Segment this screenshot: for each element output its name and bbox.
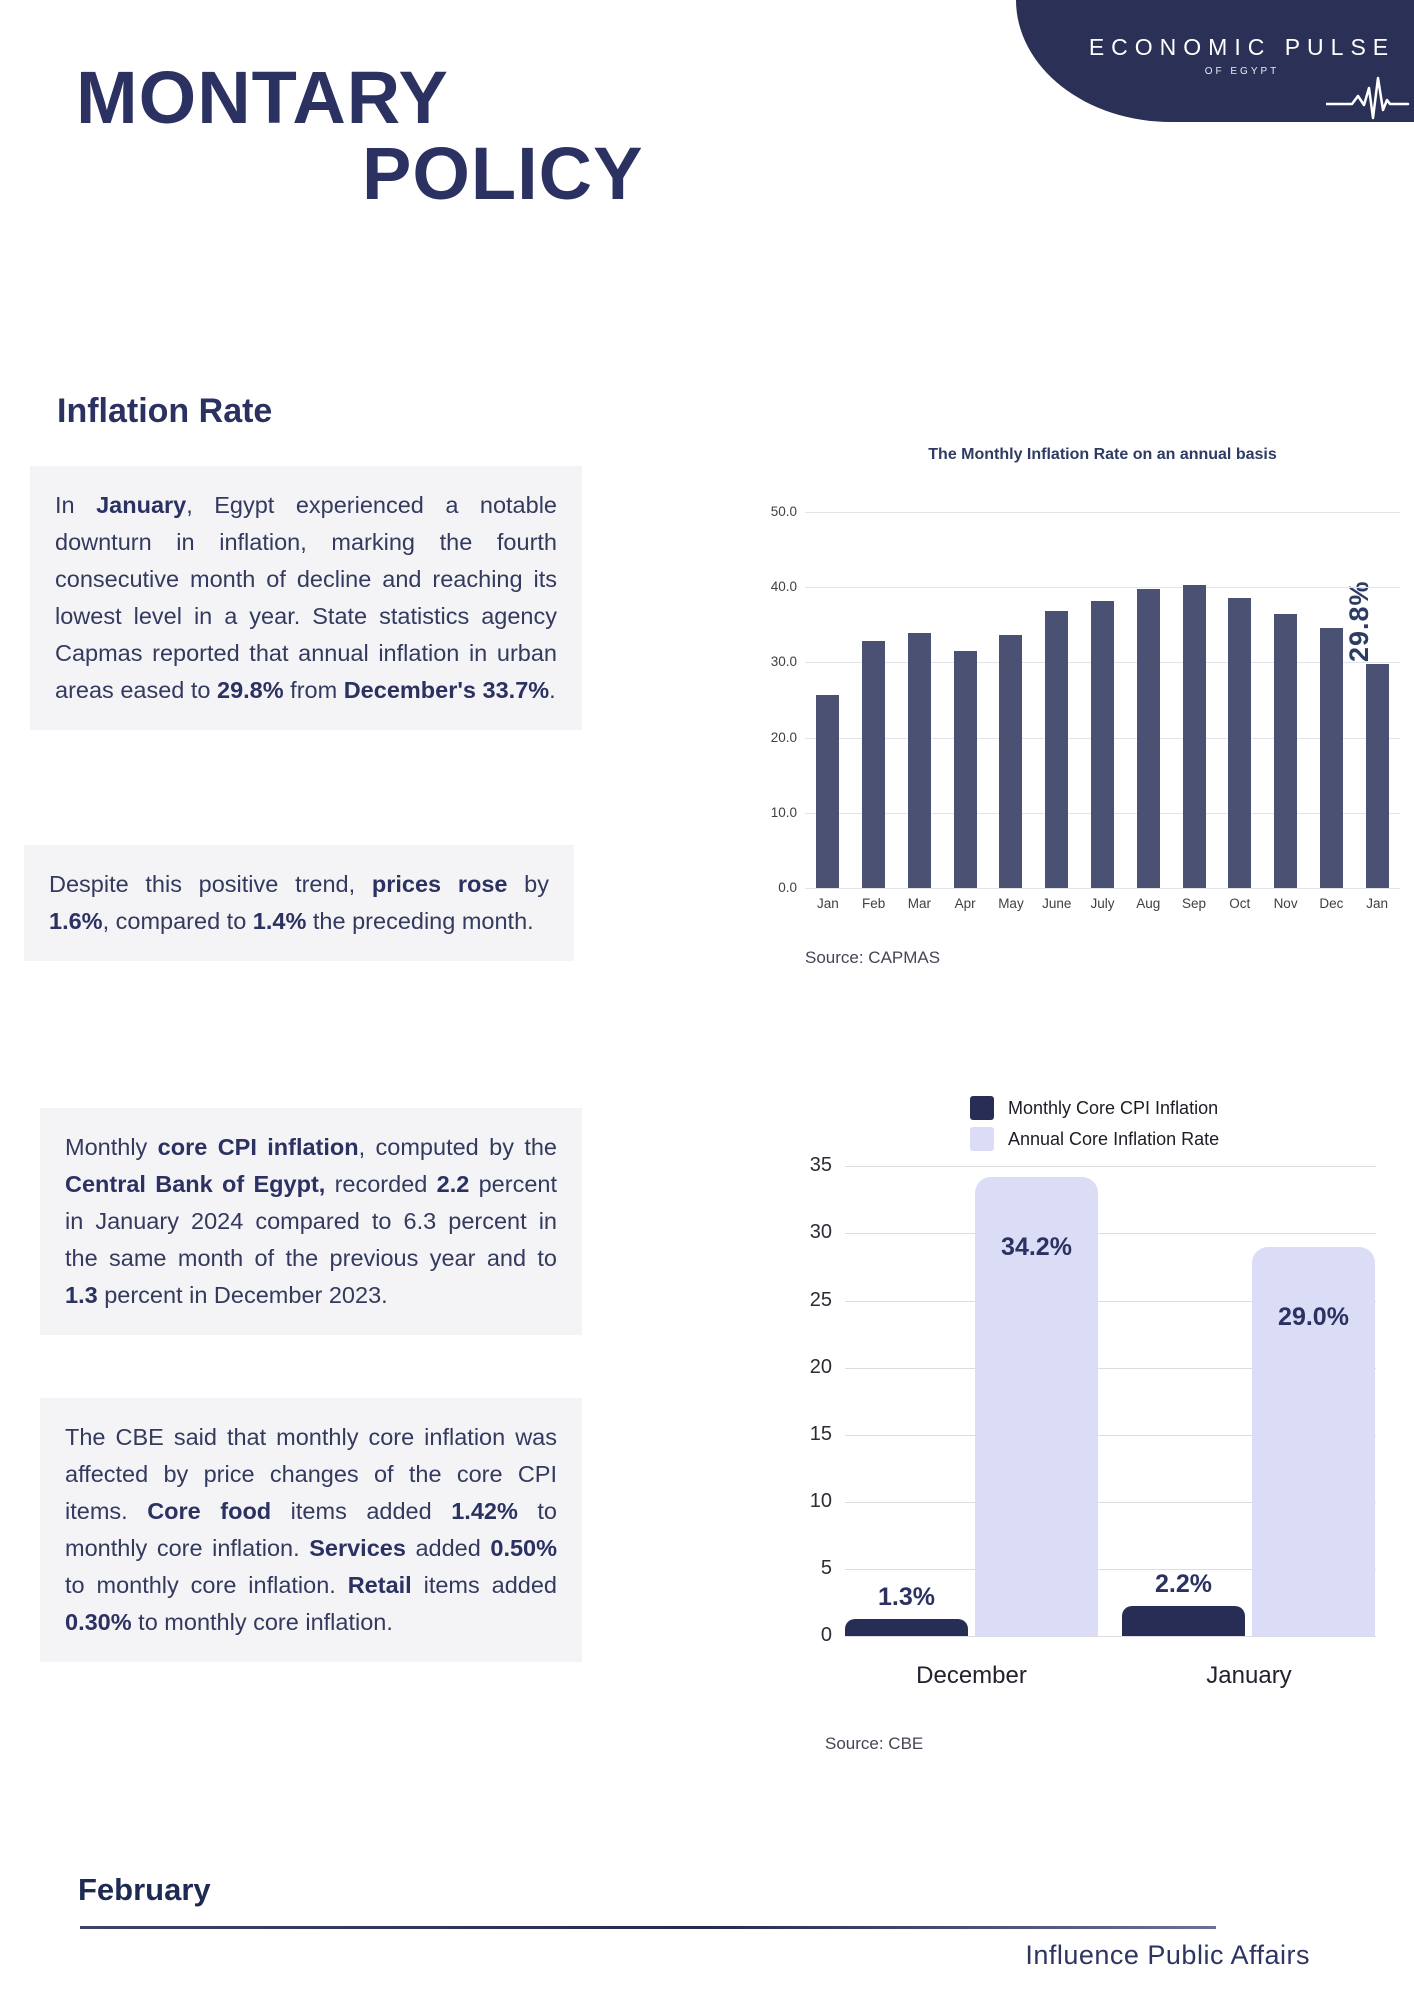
chart1-gridline-50.0 — [805, 512, 1400, 513]
chart1-bar-july-6 — [1091, 600, 1114, 888]
legend-label-monthly: Monthly Core CPI Inflation — [1008, 1098, 1219, 1118]
chart1-bar-feb-1 — [862, 640, 886, 888]
chart2-ytick-25: 25 — [809, 1288, 832, 1311]
paragraph-inflation-overview: In January, Egypt experienced a notable … — [30, 466, 582, 730]
page-title-line2: POLICY — [362, 132, 644, 215]
chart1-ytick-10.0: 10.0 — [770, 804, 797, 820]
chart2-annual-label-december: 34.2% — [1001, 1233, 1072, 1262]
chart2-gridline-0 — [845, 1636, 1376, 1637]
chart2-monthly-label-december: 1.3% — [878, 1582, 935, 1611]
chart1-bar-mar-2 — [907, 633, 931, 888]
chart1-bar-dec-11 — [1319, 627, 1343, 888]
chart1-bar-apr-3 — [953, 651, 977, 888]
chart1-title: The Monthly Inflation Rate on an annual … — [928, 446, 1277, 463]
chart2-xlabel-december: December — [916, 1662, 1027, 1689]
chart1-gridline-0.0 — [805, 888, 1400, 889]
chart1-xlabel-1: Feb — [862, 896, 886, 911]
chart1-xlabel-4: May — [998, 896, 1024, 911]
footer-divider — [80, 1926, 1216, 1929]
chart1-xlabel-2: Mar — [907, 896, 932, 911]
paragraph-cbe-breakdown: The CBE said that monthly core inflation… — [40, 1398, 582, 1662]
chart2-gridline-30 — [845, 1233, 1376, 1235]
legend-swatch-annual — [970, 1127, 994, 1151]
chart2-ytick-15: 15 — [809, 1422, 832, 1445]
chart2-gridline-35 — [845, 1166, 1376, 1168]
chart2-annual-bar-january — [1252, 1246, 1375, 1636]
chart1-gridline-40.0 — [805, 587, 1400, 589]
chart2-gridline-10 — [845, 1501, 1376, 1503]
chart1-bar-june-5 — [1045, 611, 1069, 888]
page-title: MONTARY POLICY — [76, 60, 643, 212]
chart2-ytick-10: 10 — [809, 1489, 832, 1512]
chart1-bar-nov-10 — [1274, 614, 1298, 888]
chart1-ytick-20.0: 20.0 — [770, 729, 797, 745]
chart1-xlabel-12: Jan — [1366, 896, 1388, 911]
chart2-gridline-5 — [845, 1568, 1376, 1570]
chart2-annual-bar-december — [975, 1177, 1098, 1636]
badge-title: ECONOMIC PULSE — [1088, 34, 1396, 60]
chart1-ytick-30.0: 30.0 — [770, 654, 797, 670]
chart1-ytick-50.0: 50.0 — [770, 504, 797, 519]
pulse-line-icon — [1326, 76, 1410, 120]
chart1-ytick-0.0: 0.0 — [778, 880, 797, 895]
chart2-gridline-25 — [845, 1300, 1376, 1302]
chart1-bar-sep-8 — [1182, 584, 1206, 888]
chart2-xlabel-january: January — [1206, 1662, 1292, 1689]
chart1-bar-jan-12 — [1365, 663, 1389, 888]
chart1-ytick-40.0: 40.0 — [770, 579, 797, 595]
chart1-xlabel-9: Oct — [1229, 896, 1251, 911]
chart2-ytick-0: 0 — [820, 1624, 832, 1646]
footer-organization: Influence Public Affairs — [1025, 1940, 1310, 1970]
footer-month: February — [78, 1872, 211, 1907]
chart2-monthly-label-january: 2.2% — [1155, 1570, 1212, 1599]
chart1-xlabel-5: June — [1042, 896, 1072, 911]
chart1-xlabel-3: Apr — [954, 896, 976, 911]
chart2-annual-label-january: 29.0% — [1278, 1302, 1349, 1331]
legend-swatch-monthly — [970, 1096, 994, 1120]
page-title-line1: MONTARY — [76, 56, 449, 139]
chart1-bar-may-4 — [999, 634, 1023, 888]
chart2-monthly-bar-december — [845, 1618, 968, 1636]
section-heading: Inflation Rate — [57, 392, 273, 430]
chart1-bar-aug-7 — [1136, 589, 1160, 888]
chart2-ytick-20: 20 — [809, 1355, 832, 1378]
chart2-monthly-bar-january — [1122, 1606, 1245, 1636]
chart1-bar-jan-0 — [816, 695, 840, 888]
paragraph-core-cpi: Monthly core CPI inflation, computed by … — [40, 1108, 582, 1335]
chart2-gridline-20 — [845, 1367, 1376, 1369]
chart1-source: Source: CAPMAS — [805, 948, 941, 967]
chart1-xlabel-11: Dec — [1319, 896, 1344, 911]
chart1-xlabel-0: Jan — [816, 896, 839, 911]
paragraph-monthly-prices: Despite this positive trend, prices rose… — [24, 845, 574, 961]
legend-label-annual: Annual Core Inflation Rate — [1008, 1129, 1220, 1149]
badge-subtitle: OF EGYPT — [1204, 66, 1280, 77]
chart2-ytick-5: 5 — [820, 1556, 832, 1579]
chart1-xlabel-8: Sep — [1182, 896, 1207, 911]
chart2-gridline-15 — [845, 1434, 1376, 1436]
chart1-xlabel-6: July — [1090, 896, 1115, 911]
chart1-bar-oct-9 — [1228, 598, 1252, 888]
chart2-ytick-35: 35 — [809, 1154, 832, 1177]
chart1-xlabel-7: Aug — [1136, 896, 1161, 911]
chart2-source: Source: CBE — [825, 1734, 924, 1753]
chart1-xlabel-10: Nov — [1273, 896, 1298, 911]
chart2-ytick-30: 30 — [809, 1221, 832, 1244]
